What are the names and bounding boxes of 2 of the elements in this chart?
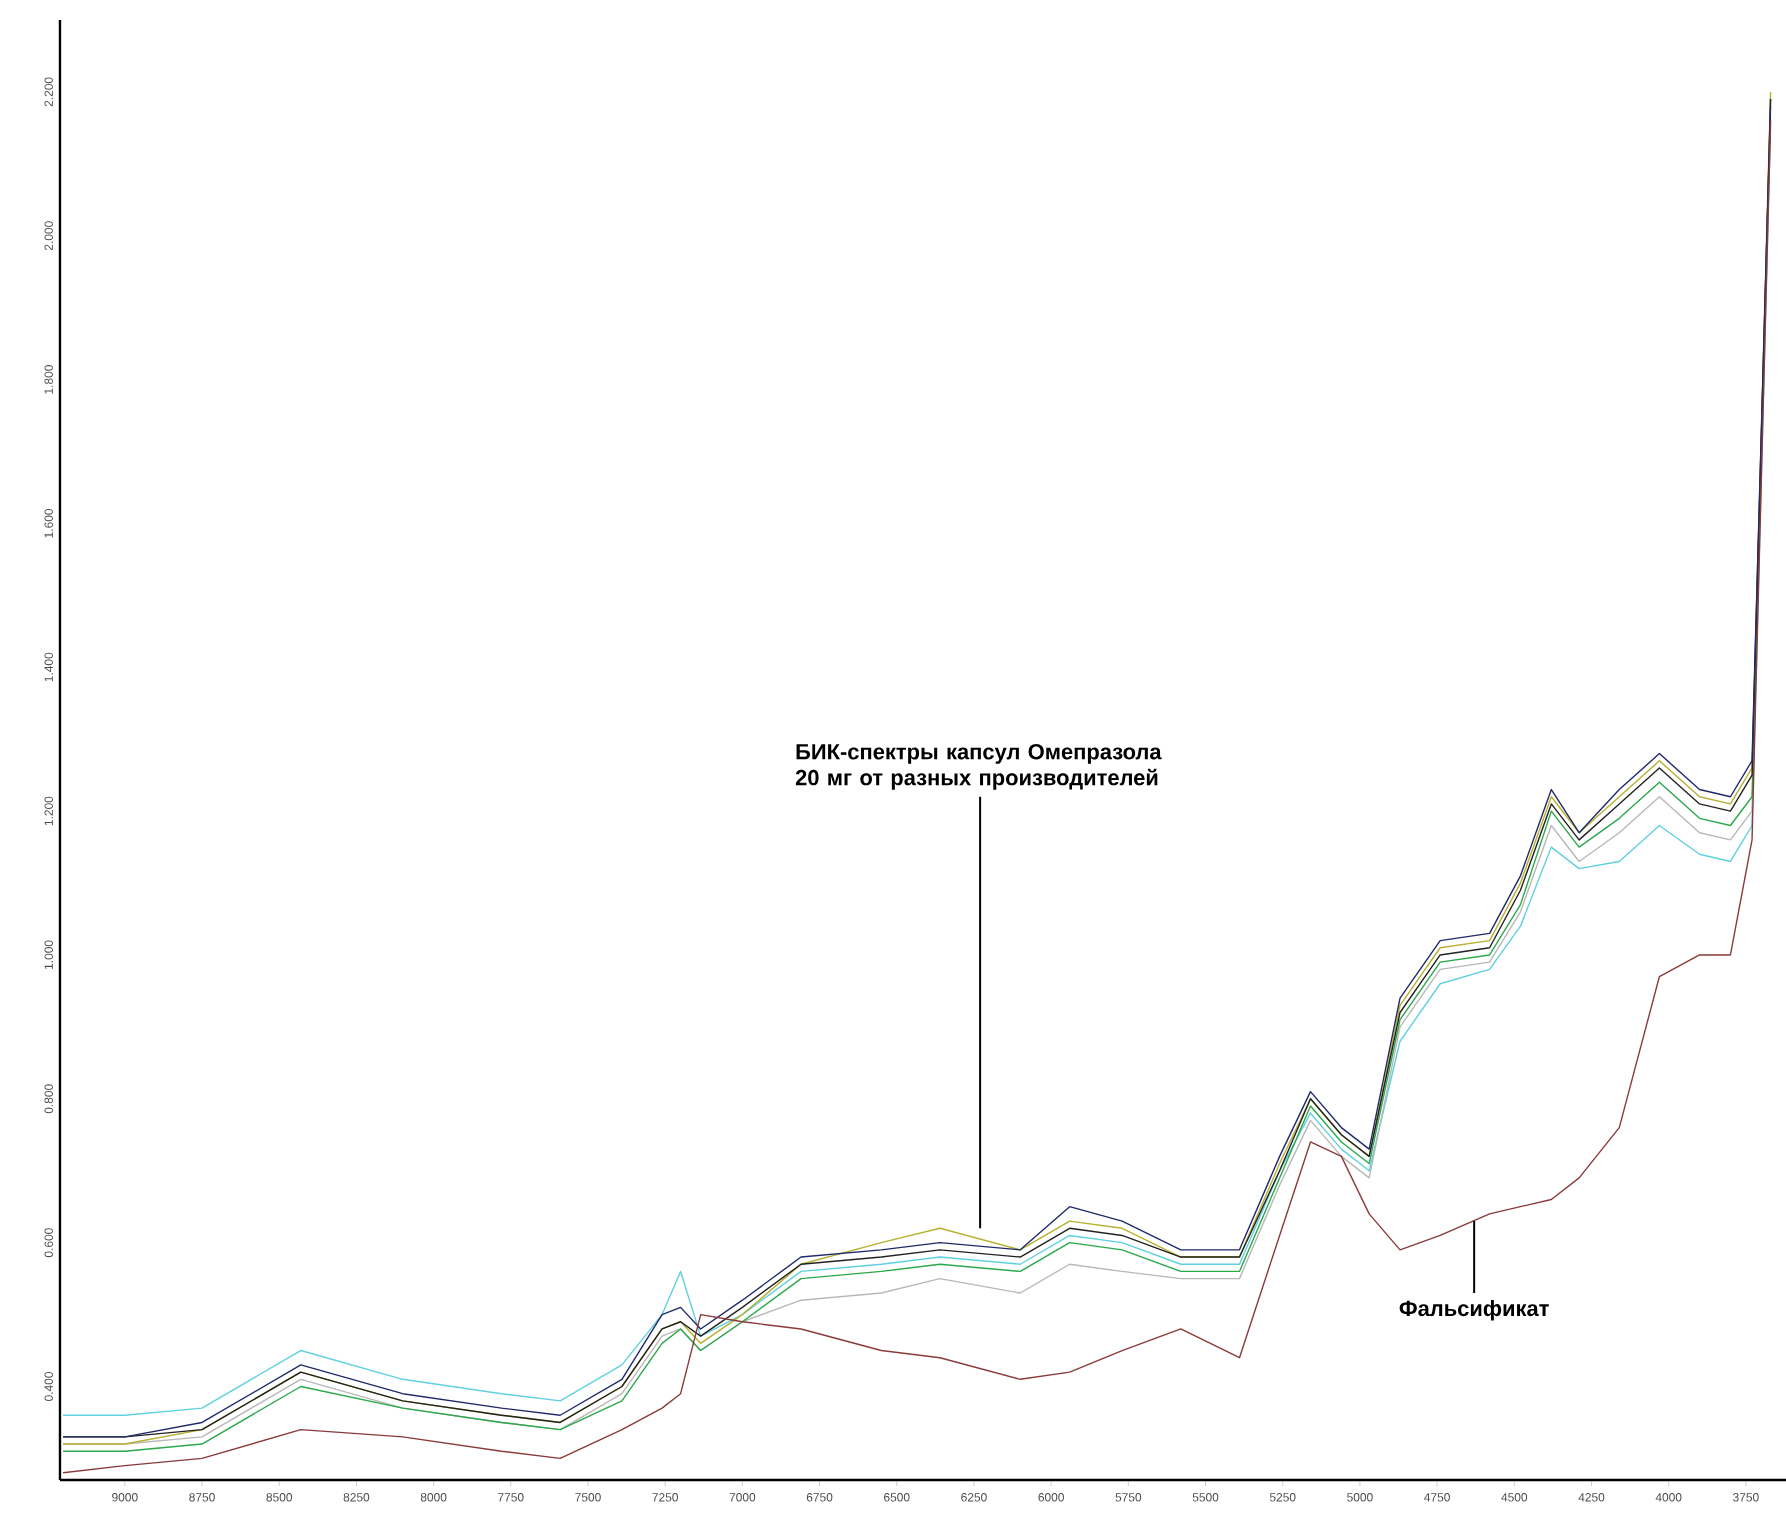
annotation: Фальсификат [1399, 1300, 1549, 1321]
annotation: БИК-спектры капсул Омепразола 20 мг от разных производителей [795, 743, 1162, 790]
